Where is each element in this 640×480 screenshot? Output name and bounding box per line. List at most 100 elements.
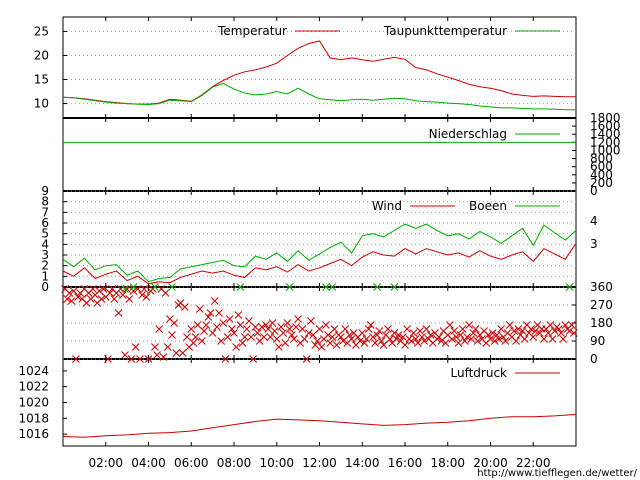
wind-direction-point (198, 337, 206, 345)
wind-direction-point (546, 321, 555, 329)
wind-direction-point (129, 283, 138, 291)
series-line-boeen (62, 223, 577, 283)
wind-direction-point (473, 337, 482, 345)
wind-direction-point (247, 333, 255, 341)
wind-direction-point (159, 353, 168, 361)
y2-tick-label: 200 (590, 176, 613, 190)
wind-direction-point (518, 327, 527, 335)
wind-direction-point (435, 333, 444, 341)
wind-direction-point (567, 321, 576, 329)
wind-direction-point (240, 333, 249, 341)
wind-direction-point (285, 283, 294, 291)
wind-direction-point (110, 295, 119, 303)
wind-direction-point (249, 355, 258, 363)
wind-direction-point (437, 337, 446, 345)
wind-direction-point (127, 355, 136, 363)
wind-direction-point (294, 315, 302, 323)
wind-direction-point (411, 335, 420, 343)
wind-direction-point (262, 321, 270, 329)
y-tick-label: 8 (41, 195, 49, 209)
wind-direction-point (420, 337, 429, 345)
wind-direction-point (168, 283, 176, 291)
wind-direction-point (413, 339, 422, 347)
wind-direction-point (384, 325, 392, 333)
wind-direction-point (337, 333, 345, 341)
wind-direction-point (234, 311, 243, 319)
y2-tick-label: 800 (590, 152, 613, 166)
y-tick-label: 1 (41, 269, 49, 283)
y2-tick-label: 1600 (590, 119, 621, 133)
y-tick-label: 6 (41, 216, 49, 230)
wind-direction-point (230, 329, 238, 337)
wind-direction-point (121, 351, 129, 359)
wind-direction-point (133, 285, 142, 293)
wind-direction-point (401, 341, 409, 349)
y-tick-label: 5 (41, 227, 49, 241)
wind-direction-point (178, 349, 187, 357)
wind-direction-point (540, 335, 548, 343)
wind-direction-point (236, 283, 245, 291)
wind-direction-point (242, 325, 251, 333)
wind-direction-point (206, 309, 215, 317)
wind-direction-point (183, 333, 191, 341)
y2-tick-label: 1000 (590, 143, 621, 157)
wind-direction-point (426, 331, 435, 339)
wind-direction-point (307, 317, 315, 325)
x-tick-label: 02:00 (88, 456, 123, 470)
wind-direction-point (208, 329, 217, 337)
y-tick-label: 25 (34, 24, 49, 38)
wind-direction-point (452, 333, 461, 341)
x-tick-label: 12:00 (302, 456, 337, 470)
y2-tick-label: 400 (590, 168, 613, 182)
series-line-luftdruck (62, 413, 577, 438)
y-tick-label: 3 (41, 248, 49, 262)
y2-tick-label: 4 (590, 214, 598, 228)
wind-direction-point (168, 331, 176, 339)
y-tick-label: 1024 (18, 364, 49, 378)
wind-direction-point (69, 287, 78, 295)
wind-direction-point (95, 287, 104, 295)
wind-direction-point (454, 339, 463, 347)
wind-direction-point (471, 325, 480, 333)
wind-direction-point (486, 335, 495, 343)
wind-direction-point (144, 355, 153, 363)
wind-direction-point (172, 349, 181, 357)
wind-direction-point (465, 321, 473, 329)
y2-tick-label: 0 (590, 352, 598, 366)
y2-tick-label: 3 (590, 237, 598, 251)
wind-direction-point (407, 337, 416, 345)
series-line-taupunkttemperatur (62, 82, 576, 111)
source-url[interactable]: http://www.tiefflegen.de/wetter/ (477, 468, 637, 479)
x-tick-label: 14:00 (345, 456, 380, 470)
y-tick-label: 15 (34, 73, 49, 87)
wind-direction-point (322, 321, 330, 329)
wind-direction-point (422, 325, 431, 333)
wind-direction-point (253, 329, 262, 337)
wind-direction-point (559, 335, 568, 343)
wind-direction-point (416, 327, 424, 335)
wind-direction-point (163, 343, 172, 351)
wind-direction-point (548, 335, 557, 343)
wind-direction-point (322, 283, 330, 291)
series-line-wind (62, 243, 577, 285)
wind-direction-point (125, 295, 134, 303)
wind-direction-point (555, 325, 563, 333)
x-tick-label: 06:00 (174, 456, 209, 470)
wind-direction-point (283, 319, 292, 327)
wind-direction-point (565, 283, 574, 291)
y2-tick-label: 1800 (590, 111, 621, 125)
wind-direction-point (550, 327, 559, 335)
wind-direction-point (484, 331, 493, 339)
wind-direction-point (448, 335, 456, 343)
wind-direction-point (328, 333, 337, 341)
wind-direction-point (304, 329, 313, 337)
wind-direction-point (373, 283, 382, 291)
y-tick-label: 1020 (18, 396, 49, 410)
wind-direction-point (315, 325, 324, 333)
y2-tick-label: 180 (590, 316, 613, 330)
wind-direction-point (392, 335, 401, 343)
wind-direction-point (193, 321, 202, 329)
wind-direction-point (228, 325, 236, 333)
wind-direction-point (505, 321, 514, 329)
wind-direction-point (364, 325, 373, 333)
